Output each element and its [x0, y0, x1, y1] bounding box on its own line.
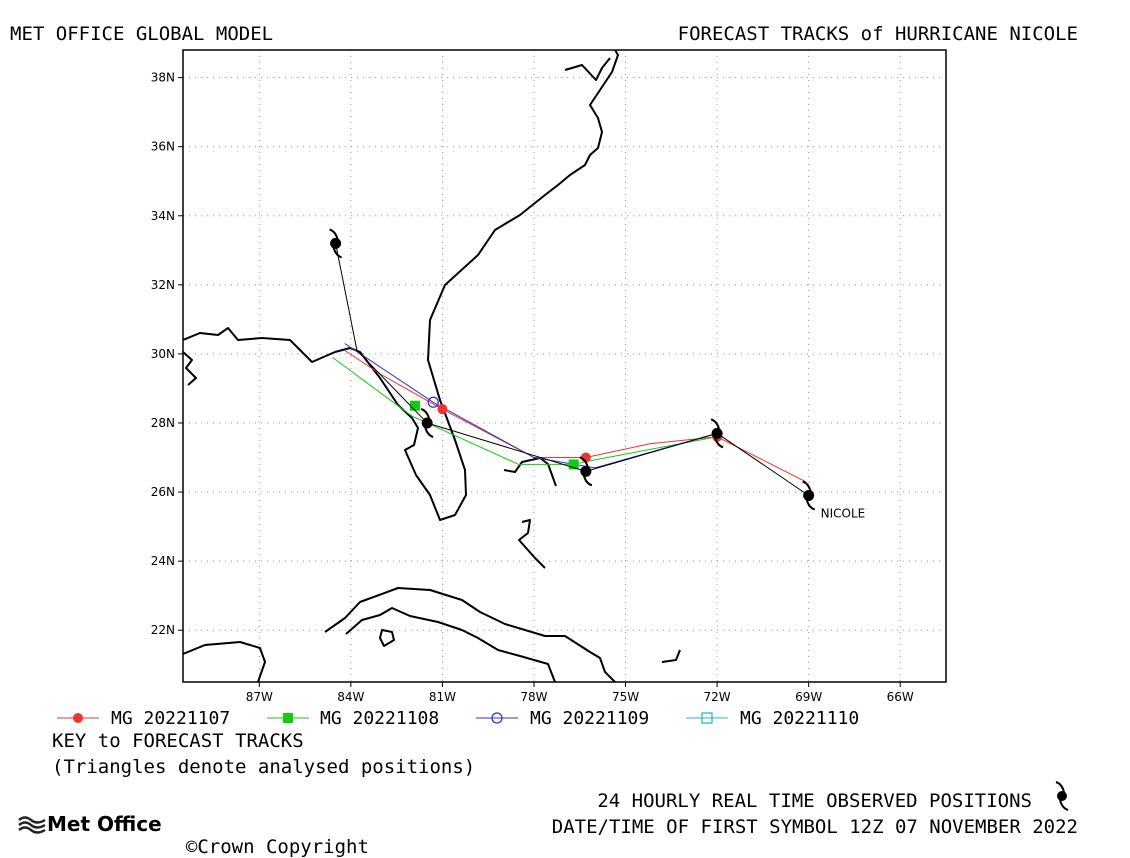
lat-tick-label: 32N	[151, 278, 175, 292]
lon-tick-label: 66W	[887, 690, 914, 704]
hurricane-symbol-icon	[1055, 781, 1069, 811]
forecast-marker-0	[437, 404, 448, 415]
coastline-north-tip	[564, 57, 611, 81]
coastline-bahamas-2	[518, 519, 546, 569]
header-left-title: MET OFFICE GLOBAL MODEL	[10, 23, 274, 45]
forecast-tracks	[332, 343, 806, 483]
latitude-tick-labels: 38N 36N 34N 32N 30N 28N 26N 24N 22N	[151, 71, 183, 637]
coastline-gulf-west	[183, 351, 197, 386]
legend-marker-3	[701, 712, 713, 724]
crown-copyright: ©Crown Copyright	[163, 814, 369, 858]
lat-tick-label: 28N	[151, 416, 175, 430]
lat-tick-label: 34N	[151, 209, 175, 223]
hurricane-symbol-icon	[802, 480, 816, 511]
observed-track-line	[335, 243, 809, 496]
lat-tick-label: 22N	[151, 623, 175, 637]
forecast-marker-1	[568, 459, 579, 470]
forecast-track-line-1	[332, 356, 718, 465]
coastline-bahamas-1	[503, 457, 557, 487]
storm-name-label: NICOLE	[821, 507, 866, 521]
lon-tick-label: 72W	[704, 690, 731, 704]
legend-marker-0	[73, 713, 83, 723]
hurricane-symbol-icon	[420, 408, 434, 438]
lat-tick-label: 30N	[151, 347, 175, 361]
forecast-track-map: 38N 36N 34N 32N 30N 28N 26N 24N 22N 87W 84W 81W 78W…	[57, 49, 1069, 811]
legend-item-20221110: MG 20221110	[740, 708, 860, 729]
coastline-yucatan	[183, 641, 266, 682]
legend-marker-1	[283, 713, 293, 723]
lon-tick-label: 75W	[612, 690, 639, 704]
observed-track	[329, 228, 816, 511]
lon-tick-label: 78W	[520, 690, 547, 704]
hurricane-symbol-icon	[579, 456, 593, 487]
coastlines	[183, 50, 681, 682]
plot-frame	[182, 49, 947, 683]
header-right-title: FORECAST TRACKS of HURRICANE NICOLE	[677, 23, 1078, 45]
legend-lines	[57, 712, 728, 724]
hurricane-symbol-icon	[329, 228, 342, 259]
met-office-wave-icon	[18, 816, 46, 834]
lon-tick-label: 69W	[795, 690, 822, 704]
observed-positions-label: 24 HOURLY REAL TIME OBSERVED POSITIONS	[597, 790, 1032, 812]
met-office-logo-text: Met Office	[47, 812, 162, 836]
lon-tick-label: 81W	[429, 690, 456, 704]
coastline-cuba	[324, 587, 616, 682]
forecast-marker-1	[409, 400, 420, 411]
met-office-logo: Met Office	[17, 812, 162, 836]
coastline-bahamas-3	[661, 649, 681, 663]
legend-item-20221108: MG 20221108	[320, 708, 440, 729]
forecast-marker-2	[427, 396, 439, 408]
forecast-track-line-0	[344, 350, 806, 483]
coastline-cuba-south	[345, 607, 556, 682]
hurricane-symbol-icon	[710, 418, 724, 449]
legend-item-20221109: MG 20221109	[530, 708, 650, 729]
lat-tick-label: 26N	[151, 485, 175, 499]
longitude-tick-labels: 87W 84W 81W 78W 75W 72W 69W 66W	[246, 682, 914, 704]
key-title: KEY to FORECAST TRACKS	[52, 730, 304, 752]
copyright-icon: ©	[185, 836, 198, 858]
key-note: (Triangles denote analysed positions)	[52, 756, 476, 778]
lat-tick-label: 36N	[151, 140, 175, 154]
coastline-isle-of-youth	[379, 629, 395, 647]
forecast-track-line-2	[344, 343, 718, 469]
first-symbol-datetime: DATE/TIME OF FIRST SYMBOL 12Z 07 NOVEMBE…	[551, 816, 1078, 838]
lon-tick-label: 87W	[246, 690, 273, 704]
copyright-text: Crown Copyright	[197, 836, 369, 858]
lon-tick-label: 84W	[337, 690, 364, 704]
coastline-us-east	[183, 50, 619, 521]
lat-tick-label: 38N	[151, 71, 175, 85]
lat-tick-label: 24N	[151, 554, 175, 568]
map-grid	[183, 50, 946, 682]
legend-item-20221107: MG 20221107	[111, 708, 231, 729]
legend-marker-2	[491, 712, 503, 724]
